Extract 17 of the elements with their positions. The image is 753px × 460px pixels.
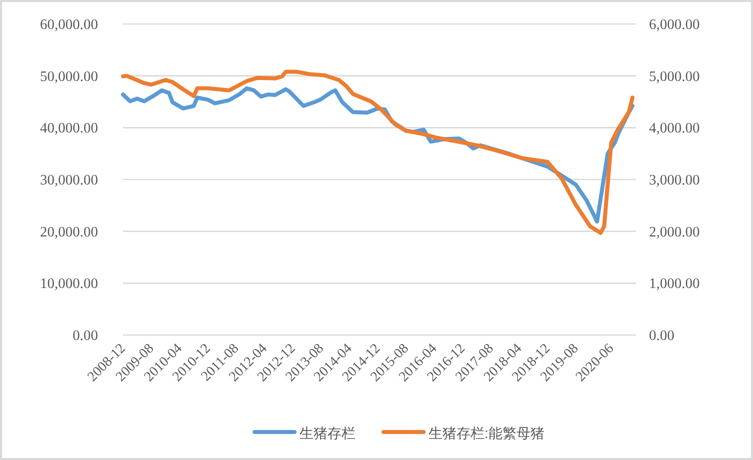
legend-label: 生猪存栏 xyxy=(300,425,356,441)
y2-tick-label: 6,000.00 xyxy=(649,17,700,33)
y2-tick-label: 3,000.00 xyxy=(649,172,700,188)
y2-tick-label: 1,000.00 xyxy=(649,276,700,292)
y2-tick-label: 4,000.00 xyxy=(649,120,700,137)
legend-label: 生猪存栏:能繁母猪 xyxy=(428,425,544,441)
y-tick-label: 50,000.00 xyxy=(40,68,98,85)
y-tick-label: 40,000.00 xyxy=(40,120,98,137)
y-tick-label: 0.00 xyxy=(72,328,98,344)
y2-tick-label: 2,000.00 xyxy=(649,224,700,240)
y-tick-label: 30,000.00 xyxy=(40,172,98,188)
y2-tick-label: 0.00 xyxy=(649,328,674,344)
y2-tick-label: 5,000.00 xyxy=(649,68,700,85)
y-tick-label: 60,000.00 xyxy=(40,17,98,33)
y-tick-label: 10,000.00 xyxy=(40,276,98,292)
line-series xyxy=(121,70,634,235)
y-tick-label: 20,000.00 xyxy=(40,224,98,240)
